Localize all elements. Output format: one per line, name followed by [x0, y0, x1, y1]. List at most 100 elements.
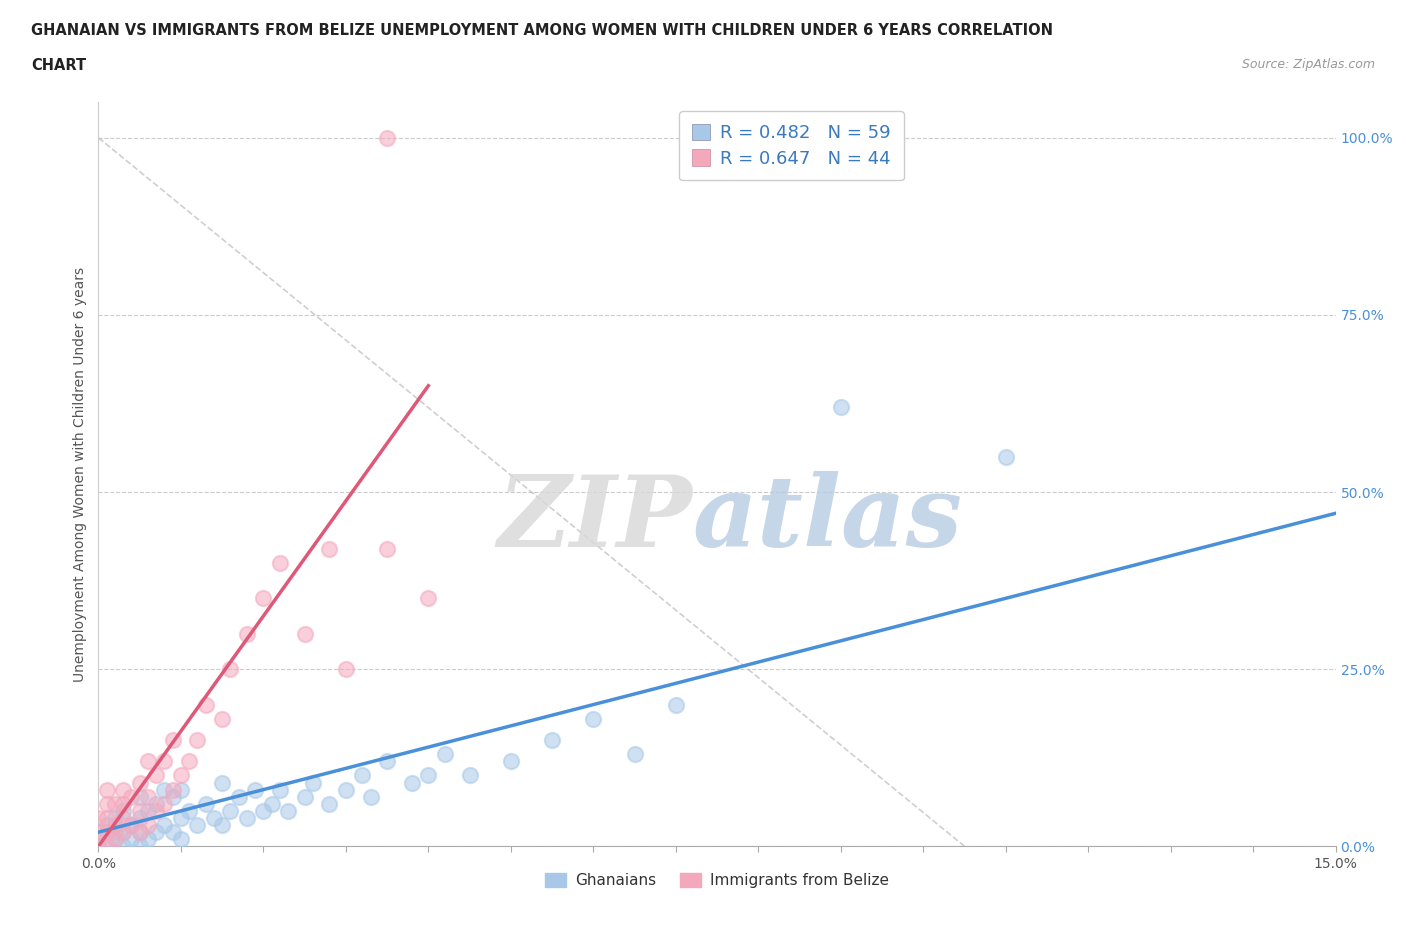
- Point: [112, 839, 135, 854]
- Point: [145, 825, 167, 840]
- Point: [318, 541, 340, 556]
- Point: [96, 811, 118, 826]
- Point: [252, 804, 274, 818]
- Point: [96, 796, 118, 811]
- Point: [219, 662, 242, 677]
- Point: [582, 711, 605, 726]
- Point: [153, 754, 176, 769]
- Point: [87, 811, 110, 826]
- Point: [269, 782, 291, 797]
- Point: [186, 817, 208, 832]
- Point: [104, 831, 127, 846]
- Point: [128, 839, 150, 854]
- Point: [433, 747, 456, 762]
- Point: [112, 804, 135, 818]
- Point: [136, 790, 159, 804]
- Text: Source: ZipAtlas.com: Source: ZipAtlas.com: [1241, 58, 1375, 71]
- Text: GHANAIAN VS IMMIGRANTS FROM BELIZE UNEMPLOYMENT AMONG WOMEN WITH CHILDREN UNDER : GHANAIAN VS IMMIGRANTS FROM BELIZE UNEMP…: [31, 23, 1053, 38]
- Point: [458, 768, 481, 783]
- Point: [96, 782, 118, 797]
- Point: [401, 775, 423, 790]
- Point: [128, 825, 150, 840]
- Point: [96, 817, 118, 832]
- Point: [104, 825, 127, 840]
- Legend: Ghanaians, Immigrants from Belize: Ghanaians, Immigrants from Belize: [538, 867, 896, 895]
- Point: [665, 698, 688, 712]
- Point: [294, 626, 316, 641]
- Point: [162, 825, 184, 840]
- Point: [418, 768, 440, 783]
- Point: [120, 817, 142, 832]
- Point: [136, 804, 159, 818]
- Point: [318, 796, 340, 811]
- Point: [120, 831, 142, 846]
- Point: [104, 831, 127, 846]
- Point: [136, 831, 159, 846]
- Point: [112, 825, 135, 840]
- Point: [104, 796, 127, 811]
- Point: [236, 626, 259, 641]
- Point: [211, 775, 233, 790]
- Point: [186, 733, 208, 748]
- Point: [194, 698, 217, 712]
- Point: [360, 790, 382, 804]
- Point: [112, 825, 135, 840]
- Point: [252, 591, 274, 605]
- Text: atlas: atlas: [692, 471, 962, 567]
- Point: [179, 754, 201, 769]
- Point: [375, 130, 398, 145]
- Point: [162, 790, 184, 804]
- Point: [153, 796, 176, 811]
- Point: [375, 541, 398, 556]
- Point: [112, 796, 135, 811]
- Point: [128, 775, 150, 790]
- Point: [112, 782, 135, 797]
- Point: [830, 400, 852, 415]
- Point: [170, 811, 193, 826]
- Point: [623, 747, 645, 762]
- Point: [96, 839, 118, 854]
- Point: [104, 811, 127, 826]
- Text: ZIP: ZIP: [498, 471, 692, 567]
- Point: [219, 804, 242, 818]
- Point: [136, 754, 159, 769]
- Point: [541, 733, 564, 748]
- Point: [128, 804, 150, 818]
- Point: [277, 804, 299, 818]
- Point: [228, 790, 250, 804]
- Point: [128, 811, 150, 826]
- Point: [136, 817, 159, 832]
- Point: [96, 839, 118, 854]
- Point: [335, 782, 357, 797]
- Point: [96, 825, 118, 840]
- Point: [211, 817, 233, 832]
- Point: [352, 768, 374, 783]
- Point: [418, 591, 440, 605]
- Point: [87, 831, 110, 846]
- Point: [153, 817, 176, 832]
- Point: [375, 754, 398, 769]
- Text: CHART: CHART: [31, 58, 86, 73]
- Point: [994, 449, 1017, 464]
- Point: [120, 790, 142, 804]
- Point: [335, 662, 357, 677]
- Point: [145, 768, 167, 783]
- Point: [260, 796, 283, 811]
- Point: [194, 796, 217, 811]
- Point: [162, 782, 184, 797]
- Point: [202, 811, 225, 826]
- Point: [162, 733, 184, 748]
- Point: [170, 768, 193, 783]
- Point: [112, 811, 135, 826]
- Point: [179, 804, 201, 818]
- Point: [128, 825, 150, 840]
- Point: [236, 811, 259, 826]
- Point: [87, 839, 110, 854]
- Point: [104, 817, 127, 832]
- Point: [499, 754, 522, 769]
- Point: [170, 831, 193, 846]
- Point: [302, 775, 325, 790]
- Point: [211, 711, 233, 726]
- Point: [145, 796, 167, 811]
- Point: [145, 804, 167, 818]
